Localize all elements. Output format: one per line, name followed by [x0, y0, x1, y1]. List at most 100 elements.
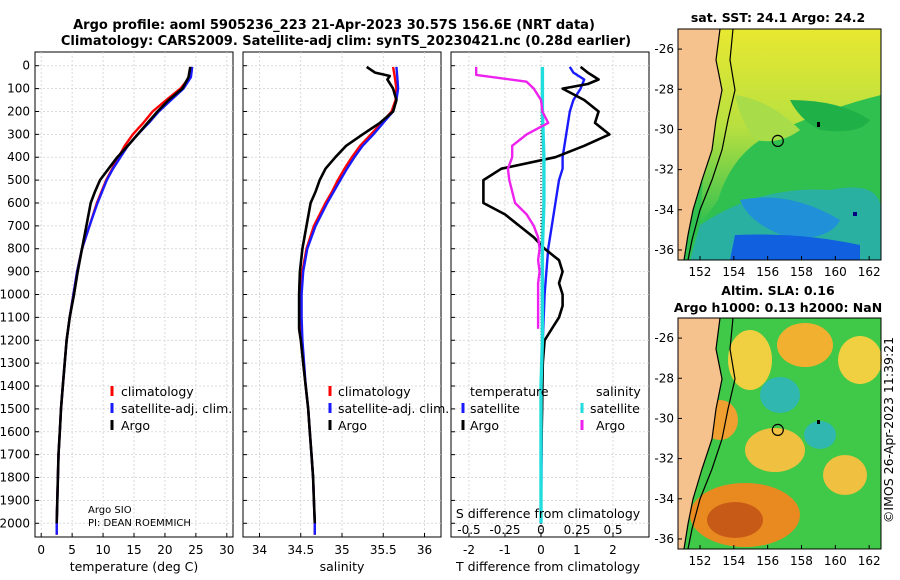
sla-anomaly-high [823, 455, 867, 495]
lon-tick-label: 158 [790, 265, 813, 279]
lon-tick-label: 154 [722, 265, 745, 279]
depth-tick-label: 0 [22, 59, 30, 73]
sla-anomaly-high [838, 336, 882, 384]
temperature-tick-labels: 0 5 10 15 20 25 30 [37, 543, 234, 557]
sla-anomaly-strong-high [707, 502, 763, 538]
t-difference-xlabel: T difference from climatology [455, 559, 641, 574]
lat-tick-label: -30 [654, 411, 674, 425]
sst-lon-tick-labels: 152 154 156 158 160 162 [689, 256, 881, 279]
depth-tick-label: 800 [7, 242, 30, 256]
lon-tick-label: 162 [858, 265, 881, 279]
lat-tick-label: -28 [654, 371, 674, 385]
lon-tick-label: 154 [722, 554, 745, 568]
x-tick-label: 35 [334, 543, 349, 557]
lon-tick-label: 158 [790, 554, 813, 568]
missing-data-mark [817, 122, 820, 127]
lat-tick-label: -36 [654, 243, 674, 257]
depth-tick-label: 1900 [0, 493, 30, 507]
top-tick-label: -0.5 [457, 523, 480, 537]
lon-tick-label: 160 [824, 554, 847, 568]
depth-tick-label: 2000 [0, 516, 30, 530]
sla-map-frame [677, 317, 882, 550]
t-difference-tick-labels: -2 -1 0 1 2 [463, 543, 617, 557]
depth-tick-label: 100 [7, 82, 30, 96]
lat-tick-label: -26 [654, 331, 674, 345]
sla-map-title-line2: Argo h1000: 0.13 h2000: NaN [674, 300, 882, 315]
x-tick-label: 20 [157, 543, 172, 557]
depth-tick-label: 1700 [0, 448, 30, 462]
sst-lat-tick-labels: -26 -28 -30 -32 -34 -36 [654, 42, 682, 257]
lat-tick-label: -28 [654, 82, 674, 96]
temperature-legend: climatology satellite-adj. clim. Argo [110, 384, 232, 433]
legend-label-satellite: satellite-adj. clim. [338, 401, 449, 416]
x-tick-label: -1 [499, 543, 511, 557]
difference-grid [451, 52, 649, 537]
sst-eddy-warm [735, 95, 800, 142]
float-position-marker [771, 134, 784, 147]
x-tick-label: 10 [95, 543, 110, 557]
depth-tick-label: 500 [7, 173, 30, 187]
temperature-grid [35, 52, 233, 537]
legend-label-s-satellite: satellite [590, 401, 640, 416]
figure-title-line1: Argo profile: aoml 5905236_223 21-Apr-20… [73, 18, 595, 33]
lat-tick-label: -34 [654, 492, 674, 506]
coastline [683, 317, 723, 550]
salinity-series [297, 65, 400, 535]
sst-map-title: sat. SST: 24.1 Argo: 24.2 [691, 10, 865, 25]
x-tick-label: 34.5 [287, 543, 314, 557]
x-tick-label: 30 [219, 543, 234, 557]
depth-tick-label: 1800 [0, 471, 30, 485]
x-tick-label: 34 [252, 543, 267, 557]
lat-tick-label: -32 [654, 163, 674, 177]
sla-map-title-line1: Altim. SLA: 0.16 [721, 283, 835, 298]
salinity-tick-labels: 34 34.5 35 35.5 36 [252, 543, 432, 557]
x-tick-label: 1 [573, 543, 581, 557]
depth-tick-labels: 0 100 200 300 400 500 600 700 800 900 1000 1100 1200… [0, 59, 30, 531]
legend-label-satellite: satellite-adj. clim. [121, 401, 232, 416]
lat-tick-label: -30 [654, 122, 674, 136]
depth-tick-label: 700 [7, 219, 30, 233]
sst-cold-south [730, 234, 860, 260]
sst-cold-eddy [740, 197, 840, 239]
legend-header-temperature: temperature [470, 384, 549, 399]
sla-lon-tick-labels: 152 154 156 158 160 162 [689, 545, 881, 568]
depth-tick-label: 200 [7, 104, 30, 118]
sla-anomaly-high [745, 428, 805, 472]
sst-eddy-green [790, 100, 870, 132]
sst-warm-water [700, 29, 881, 225]
depth-tick-label: 400 [7, 150, 30, 164]
legend-label-t-argo: Argo [470, 418, 499, 433]
sla-map: Altim. SLA: 0.16 Argo h1000: 0.13 h2000:… [654, 283, 882, 568]
lat-tick-label: -36 [654, 532, 674, 546]
land-australia [678, 29, 722, 260]
sla-anomaly-high [777, 323, 833, 367]
lon-tick-label: 152 [689, 554, 712, 568]
depth-tick-label: 1300 [0, 356, 30, 370]
depth-tick-label: 300 [7, 127, 30, 141]
float-institution: Argo SIO [88, 505, 132, 516]
x-tick-label: 5 [68, 543, 76, 557]
lon-tick-label: 152 [689, 265, 712, 279]
lon-tick-label: 160 [824, 265, 847, 279]
x-tick-label: 0 [537, 543, 545, 557]
legend-label-argo: Argo [338, 418, 367, 433]
salinity-legend: climatology satellite-adj. clim. Argo [328, 384, 449, 433]
sla-lat-tick-labels: -26 -28 -30 -32 -34 -36 [654, 331, 682, 546]
series-line-argo [297, 65, 398, 524]
x-tick-label: 36 [417, 543, 432, 557]
legend-label-climatology: climatology [338, 384, 411, 399]
depth-tick-label: 900 [7, 265, 30, 279]
x-tick-label: -2 [463, 543, 475, 557]
temperature-xlabel: temperature (deg C) [70, 559, 199, 574]
legend-label-argo: Argo [121, 418, 150, 433]
series-line-argo [55, 66, 192, 524]
lon-tick-label: 156 [756, 554, 779, 568]
depth-tick-label: 1600 [0, 425, 30, 439]
depth-tick-label: 1100 [0, 310, 30, 324]
depth-tick-label: 600 [7, 196, 30, 210]
temperature-series [55, 66, 194, 535]
top-tick-label: 0.5 [603, 523, 622, 537]
sla-anomaly-low [804, 421, 836, 449]
coastline [683, 28, 723, 261]
